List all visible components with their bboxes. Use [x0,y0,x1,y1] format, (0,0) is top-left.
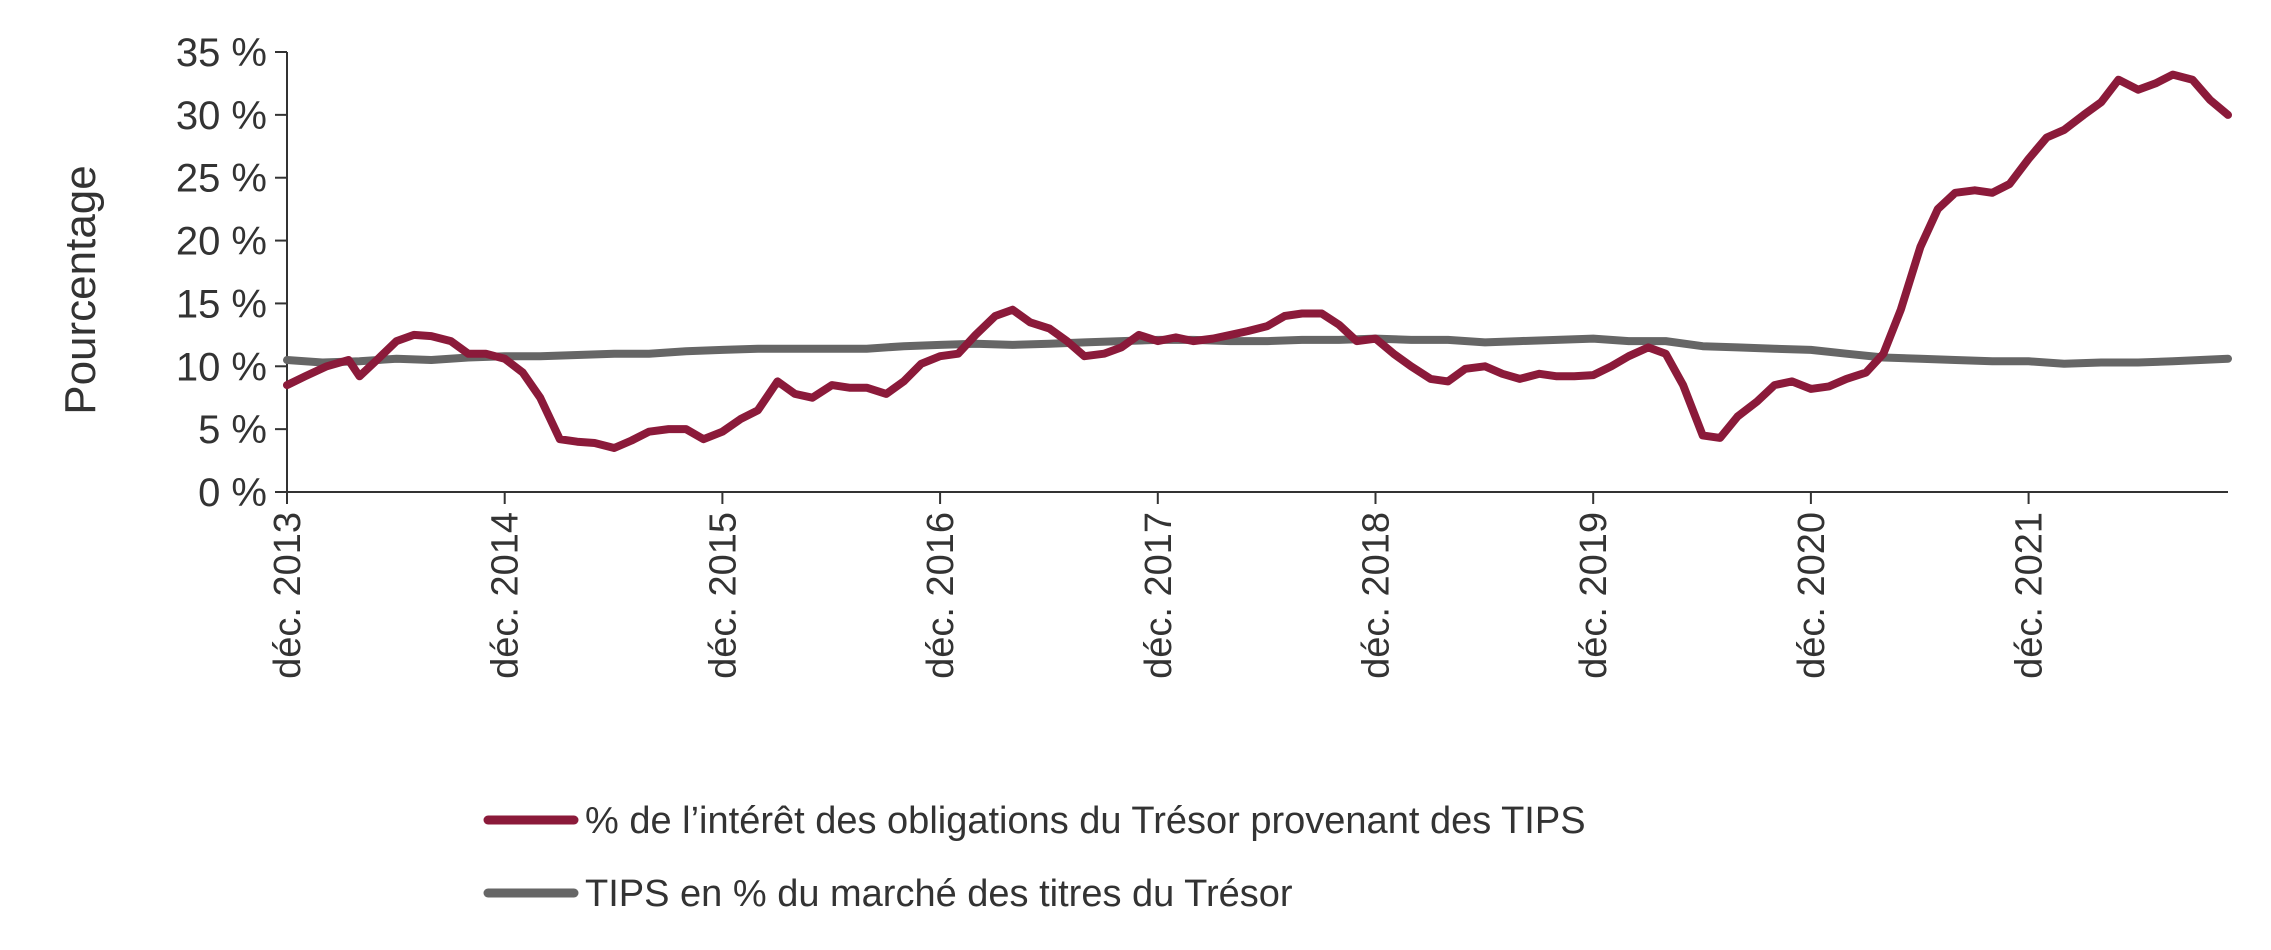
legend-label: TIPS en % du marché des titres du Trésor [585,873,1293,915]
x-tick-label: déc. 2020 [1791,512,1833,679]
x-tick-label: déc. 2013 [267,512,309,679]
x-tick-label: déc. 2014 [485,512,527,679]
x-tick-label: déc. 2018 [1355,512,1397,679]
legend-label: % de l’intérêt des obligations du Trésor… [585,800,1586,842]
y-axis: 0 % 5 % 10 % 15 % 20 % 25 % 30 % 35 % [176,31,288,515]
series-line-2 [283,334,2232,368]
y-tick-label: 0 % [198,471,267,515]
y-tick-label: 10 % [176,345,267,389]
legend-item-1: % de l’intérêt des obligations du Trésor… [483,800,1586,842]
y-axis-label: Pourcentage [56,165,105,415]
y-tick-label: 20 % [176,220,267,264]
x-tick-label: déc. 2019 [1573,512,1615,679]
x-tick-label: déc. 2017 [1138,512,1180,679]
y-tick-label: 25 % [176,157,267,201]
x-tick-label: déc. 2016 [920,512,962,679]
x-axis: déc. 2013 déc. 2014 déc. 2015 déc. 2016 déc.… [267,491,2228,679]
legend: % de l’intérêt des obligations du Trésor… [483,800,1586,915]
x-tick-label: déc. 2015 [702,512,744,679]
y-tick-label: 5 % [198,408,267,452]
series-line-1 [283,70,2232,452]
y-tick-label: 15 % [176,282,267,326]
y-tick-label: 30 % [176,94,267,138]
x-tick-label: déc. 2021 [2009,512,2051,679]
series-lines [283,70,2232,452]
legend-item-2: TIPS en % du marché des titres du Trésor [483,873,1293,915]
y-tick-label: 35 % [176,31,267,75]
